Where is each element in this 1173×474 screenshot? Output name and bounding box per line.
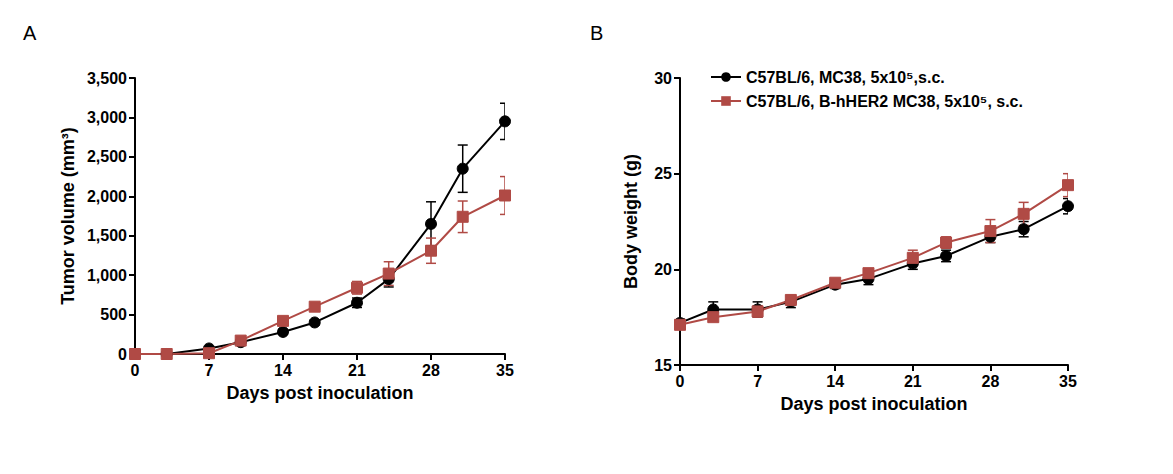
svg-text:21: 21 bbox=[348, 362, 366, 379]
svg-text:1,000: 1,000 bbox=[87, 267, 127, 284]
svg-text:2,500: 2,500 bbox=[87, 148, 127, 165]
svg-text:C57BL/6, B-hHER2 MC38, 5x10⁵,: C57BL/6, B-hHER2 MC38, 5x10⁵, s.c. bbox=[746, 93, 1023, 110]
svg-text:15: 15 bbox=[654, 357, 672, 374]
svg-text:B: B bbox=[590, 22, 603, 44]
svg-text:Days post inoculation: Days post inoculation bbox=[226, 383, 413, 403]
svg-text:0: 0 bbox=[131, 362, 140, 379]
svg-text:0: 0 bbox=[676, 373, 685, 390]
svg-text:14: 14 bbox=[826, 373, 844, 390]
svg-text:25: 25 bbox=[654, 165, 672, 182]
svg-text:20: 20 bbox=[654, 261, 672, 278]
svg-text:1,500: 1,500 bbox=[87, 227, 127, 244]
svg-text:Body weight (g): Body weight (g) bbox=[621, 154, 641, 289]
svg-text:7: 7 bbox=[205, 362, 214, 379]
svg-text:30: 30 bbox=[654, 70, 672, 87]
svg-text:Tumor volume (mm³): Tumor volume (mm³) bbox=[58, 127, 78, 305]
svg-text:21: 21 bbox=[904, 373, 922, 390]
svg-text:0: 0 bbox=[118, 346, 127, 363]
svg-text:2,000: 2,000 bbox=[87, 188, 127, 205]
svg-text:35: 35 bbox=[496, 362, 514, 379]
svg-text:35: 35 bbox=[1059, 373, 1077, 390]
svg-text:14: 14 bbox=[274, 362, 292, 379]
svg-text:3,000: 3,000 bbox=[87, 109, 127, 126]
svg-text:3,500: 3,500 bbox=[87, 70, 127, 87]
svg-text:28: 28 bbox=[982, 373, 1000, 390]
svg-text:A: A bbox=[23, 22, 37, 44]
svg-text:Days post inoculation: Days post inoculation bbox=[780, 394, 967, 414]
svg-text:500: 500 bbox=[100, 306, 127, 323]
svg-text:C57BL/6, MC38, 5x10⁵,s.c.: C57BL/6, MC38, 5x10⁵,s.c. bbox=[746, 69, 945, 86]
svg-text:28: 28 bbox=[422, 362, 440, 379]
svg-text:7: 7 bbox=[753, 373, 762, 390]
